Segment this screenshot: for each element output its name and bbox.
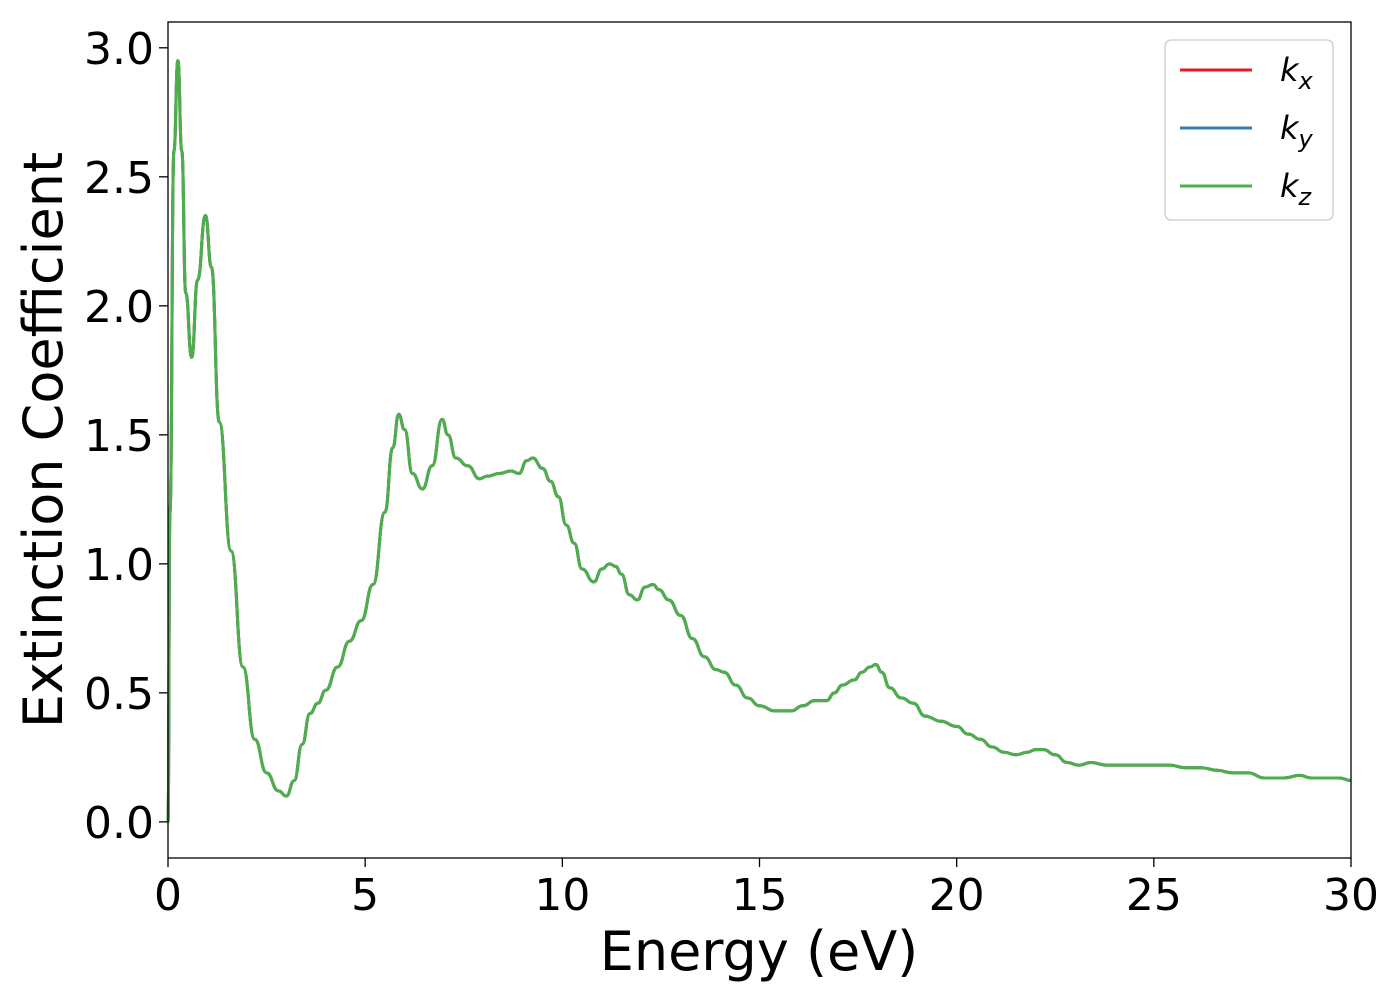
legend-box xyxy=(1164,39,1334,221)
y-tick-label: 2.0 xyxy=(84,282,154,333)
y-tick-label: 3.0 xyxy=(84,24,154,75)
legend-label-base: k xyxy=(1280,167,1300,205)
y-axis-title: Extinction Coefficient xyxy=(12,152,75,728)
legend-label-subscript: z xyxy=(1298,183,1313,211)
x-axis-title: Energy (eV) xyxy=(600,920,919,983)
x-tick-label: 20 xyxy=(929,870,985,921)
legend-label-ky: ky xyxy=(1280,109,1314,153)
legend-label-base: k xyxy=(1280,51,1300,89)
x-tick-label: 15 xyxy=(732,870,788,921)
y-tick-label: 0.5 xyxy=(84,669,154,720)
x-tick-label: 25 xyxy=(1126,870,1182,921)
y-tick-label: 1.5 xyxy=(84,411,154,462)
legend-label-base: k xyxy=(1280,109,1300,147)
x-tick-label: 0 xyxy=(154,870,182,921)
legend-label-kx: kx xyxy=(1280,51,1314,95)
y-tick-label: 2.5 xyxy=(84,153,154,204)
legend-label-kz: kz xyxy=(1280,167,1313,211)
series-layer xyxy=(166,59,1352,824)
legend-label-subscript: y xyxy=(1298,125,1314,153)
y-tick-label: 1.0 xyxy=(84,540,154,591)
x-tick-label: 10 xyxy=(534,870,590,921)
x-tick-label: 30 xyxy=(1323,870,1379,921)
ticks-layer: 0 5 10 15 20 25 30 0.0 0.5 1.0 1.5 2.0 2.5 3.0 xyxy=(84,24,1379,921)
x-tick-label: 5 xyxy=(351,870,379,921)
legend-label-subscript: x xyxy=(1298,67,1314,95)
y-tick-label: 0.0 xyxy=(84,798,154,849)
series-line-kz xyxy=(166,59,1352,824)
